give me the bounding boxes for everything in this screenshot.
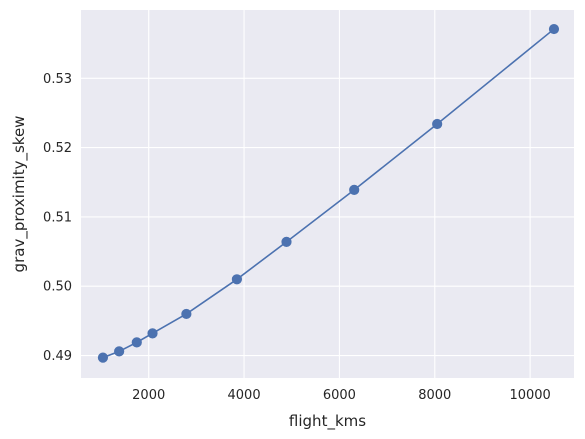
data-point <box>181 308 192 320</box>
x-tick-label: 8000 <box>418 388 451 403</box>
data-point <box>548 23 560 35</box>
data-point <box>349 184 360 195</box>
data-point <box>131 337 142 348</box>
y-axis-ticks: 0.49 0.50 0.51 0.52 0.53 <box>43 72 72 364</box>
y-tick-label: 0.50 <box>43 280 72 295</box>
y-tick-label: 0.52 <box>43 141 72 156</box>
x-tick-label: 4000 <box>228 388 261 403</box>
y-axis-label: grav_proximity_skew <box>10 116 29 273</box>
y-tick-label: 0.51 <box>43 210 72 225</box>
data-point <box>432 118 443 130</box>
data-series <box>97 23 560 363</box>
x-axis-label: flight_kms <box>289 412 366 431</box>
x-axis-ticks: 2000 4000 6000 8000 10000 <box>132 388 551 403</box>
x-tick-label: 2000 <box>132 388 165 403</box>
y-tick-label: 0.49 <box>43 349 72 364</box>
x-tick-label: 10000 <box>509 388 550 403</box>
plot-background <box>81 10 574 378</box>
data-point <box>97 352 109 363</box>
data-point <box>147 328 158 339</box>
y-tick-label: 0.53 <box>43 72 72 87</box>
data-point <box>281 236 292 247</box>
grid-lines <box>81 10 574 378</box>
series-line <box>102 28 555 359</box>
data-point <box>231 274 243 285</box>
x-tick-label: 6000 <box>323 388 356 403</box>
data-point <box>114 346 125 357</box>
